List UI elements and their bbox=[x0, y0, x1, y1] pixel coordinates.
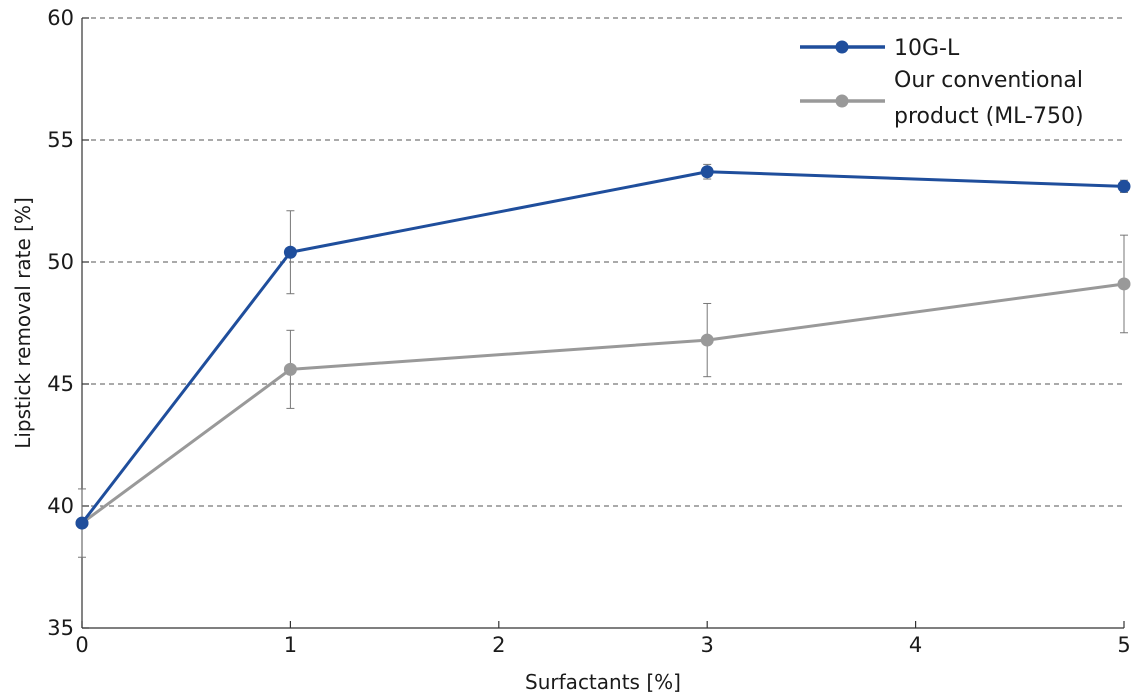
x-tick-label: 3 bbox=[701, 633, 714, 657]
legend-label: product (ML-750) bbox=[894, 104, 1084, 129]
data-point bbox=[700, 165, 714, 179]
legend-entry-2: Our conventional product (ML-750) bbox=[800, 68, 1084, 129]
legend-swatch-marker bbox=[835, 40, 849, 54]
y-tick-label: 55 bbox=[47, 128, 74, 152]
series-group bbox=[75, 163, 1131, 558]
y-tick-label: 35 bbox=[47, 616, 74, 640]
series-line bbox=[80, 170, 1125, 524]
x-tick-label: 4 bbox=[909, 633, 922, 657]
x-axis-label: Surfactants [%] bbox=[525, 670, 681, 694]
y-tick-label: 45 bbox=[47, 372, 74, 396]
x-tick-label: 0 bbox=[75, 633, 88, 657]
data-point bbox=[283, 362, 297, 376]
data-point bbox=[700, 333, 714, 347]
legend-swatch-marker bbox=[835, 94, 849, 108]
data-point bbox=[1117, 277, 1131, 291]
data-point bbox=[283, 245, 297, 259]
x-tick-label: 2 bbox=[492, 633, 505, 657]
grid-lines bbox=[82, 17, 1124, 507]
y-tick-label: 60 bbox=[47, 6, 74, 30]
data-point bbox=[75, 516, 89, 530]
x-tick-label: 5 bbox=[1117, 633, 1130, 657]
series-1 bbox=[75, 163, 1131, 530]
legend-label: Our conventional bbox=[894, 68, 1083, 93]
series-2 bbox=[75, 234, 1131, 558]
x-tick-label: 1 bbox=[284, 633, 297, 657]
series-line bbox=[81, 282, 1125, 525]
legend: 10G-L Our conventional product (ML-750) bbox=[800, 36, 1084, 129]
y-tick-label: 40 bbox=[47, 494, 74, 518]
legend-entry-1: 10G-L bbox=[800, 36, 960, 61]
y-axis-label: Lipstick removal rate [%] bbox=[11, 197, 35, 449]
legend-label: 10G-L bbox=[894, 36, 960, 61]
data-point bbox=[1117, 179, 1131, 193]
y-tick-label: 50 bbox=[47, 250, 74, 274]
